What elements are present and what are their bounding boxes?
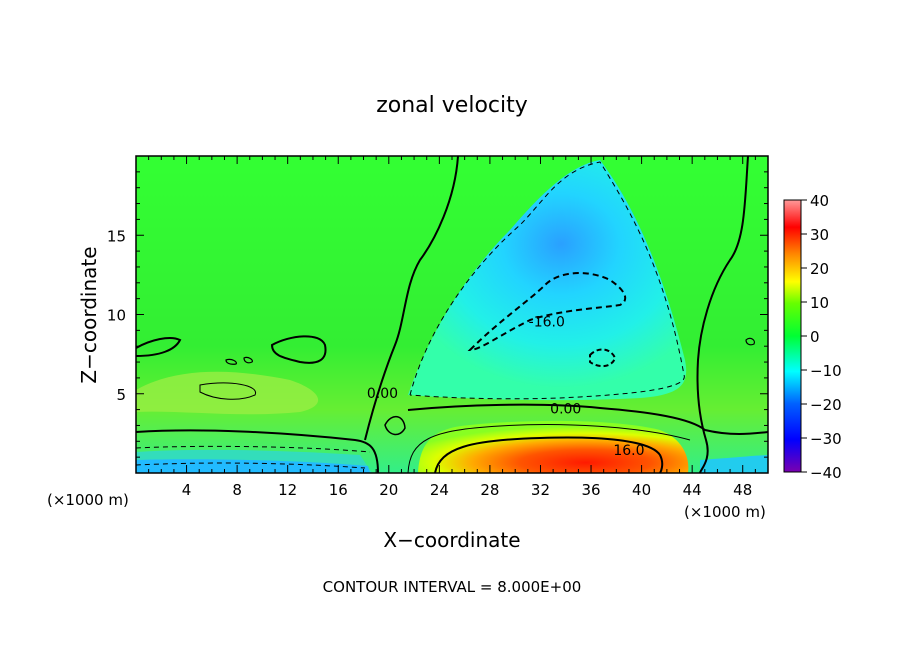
x-tick-label: 12: [278, 481, 297, 499]
colorbar-tick-label: 30: [810, 226, 829, 244]
x-tick-label: 20: [379, 481, 398, 499]
x-tick-label: 4: [182, 481, 192, 499]
chart-title: zonal velocity: [376, 93, 528, 118]
x-tick-label: 24: [430, 481, 449, 499]
colorbar: [783, 199, 802, 473]
contour-label: -16.0: [529, 314, 565, 330]
x-tick-label: 16: [329, 481, 348, 499]
y-axis-ticks: 5 10 15: [107, 171, 768, 458]
x-tick-label: 40: [632, 481, 651, 499]
colorbar-tick-label: 0: [810, 328, 820, 346]
x-unit-right: (×1000 m): [684, 503, 766, 521]
colorbar-tick-label: 10: [810, 294, 829, 312]
y-tick-label: 10: [107, 307, 126, 325]
colorbar-tick-label: −40: [810, 464, 842, 482]
colorbar-tick-label: −30: [810, 430, 842, 448]
x-axis-label: X−coordinate: [383, 528, 520, 552]
x-tick-label: 36: [581, 481, 600, 499]
colorbar-tick-label: 40: [810, 192, 829, 210]
contour-label: 0.00: [550, 402, 581, 418]
contour-label: 16.0: [613, 443, 644, 459]
contour-label: 0.00: [367, 386, 398, 402]
y-axis-label: Z−coordinate: [77, 246, 101, 383]
contour-labels: 0.00 0.00 -16.0 16.0: [367, 314, 645, 459]
colorbar-tick-label: −10: [810, 362, 842, 380]
x-tick-label: 48: [733, 481, 752, 499]
x-axis-ticks: 4 8 12 16 20 24 28 32 36 40 44 48: [148, 156, 756, 499]
negative-region: [408, 160, 687, 401]
colorbar-ticks: 40 30 20 10 0 −10 −20 −30 −40: [801, 192, 842, 482]
x-tick-label: 8: [232, 481, 242, 499]
contour-field: [136, 156, 768, 473]
y-tick-label: 5: [116, 386, 126, 404]
x-tick-label: 28: [480, 481, 499, 499]
y-tick-label: 15: [107, 227, 126, 245]
colorbar-tick-label: −20: [810, 396, 842, 414]
x-tick-label: 32: [531, 481, 550, 499]
positive-region: [418, 420, 689, 473]
colorbar-tick-label: 20: [810, 260, 829, 278]
contour-interval-note: CONTOUR INTERVAL = 8.000E+00: [323, 578, 582, 596]
x-unit-left: (×1000 m): [47, 491, 129, 509]
x-tick-label: 44: [683, 481, 702, 499]
